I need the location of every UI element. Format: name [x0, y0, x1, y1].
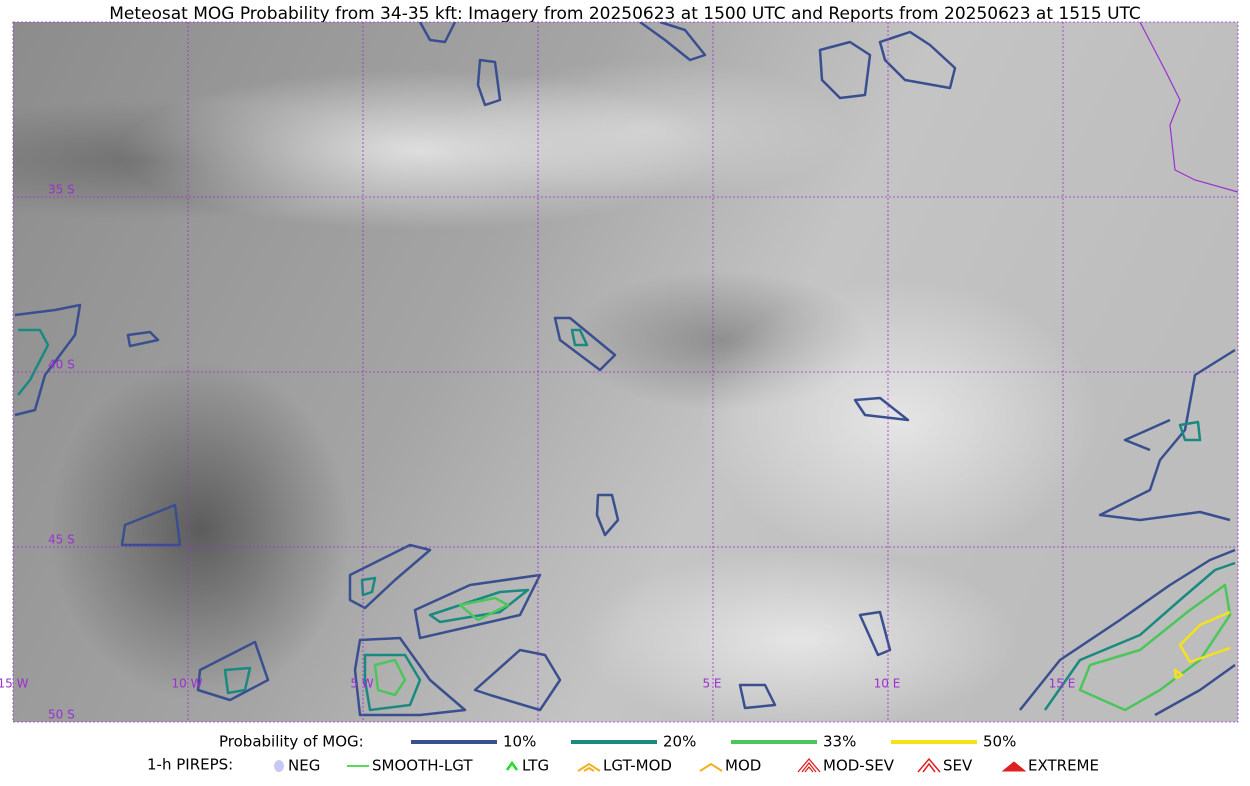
legend-label: EXTREME [1028, 757, 1099, 775]
longitude-label: 15 E [1049, 677, 1076, 691]
title: Meteosat MOG Probability from 34-35 kft:… [109, 4, 1141, 24]
legend-label: MOD [725, 757, 761, 775]
longitude-label: 5 E [702, 677, 721, 691]
latitude-label: 50 S [48, 708, 75, 722]
legend-title: 1-h PIREPS: [147, 756, 233, 774]
legend-label: 10% [503, 733, 536, 751]
legend-label: LGT-MOD [603, 757, 672, 775]
latitude-label: 35 S [48, 183, 75, 197]
latitude-label: 45 S [48, 533, 75, 547]
legend-label: SMOOTH-LGT [372, 757, 473, 775]
latitude-label: 40 S [48, 358, 75, 372]
longitude-label: 10 E [874, 677, 901, 691]
legend-label: 20% [663, 733, 696, 751]
legend-label: SEV [943, 757, 973, 775]
pirep-icon [797, 757, 821, 773]
legend-label: 50% [983, 733, 1016, 751]
pirep-icon [917, 757, 941, 773]
legend-label: NEG [288, 757, 320, 775]
legend-title: Probability of MOG: [219, 733, 364, 751]
pirep-icon [1001, 761, 1027, 772]
pirep-icon [505, 760, 519, 771]
legend-label: LTG [522, 757, 549, 775]
longitude-label: 15 W [0, 677, 29, 691]
graticule [12, 21, 1239, 723]
satellite-image [13, 22, 1238, 722]
longitude-label: 5 W [350, 677, 373, 691]
pirep-icon [274, 760, 284, 772]
legend-label: MOD-SEV [823, 757, 895, 775]
legend-label: 33% [823, 733, 856, 751]
pirep-icon [577, 762, 601, 772]
pirep-icon [699, 762, 723, 772]
longitude-label: 10 W [172, 677, 203, 691]
